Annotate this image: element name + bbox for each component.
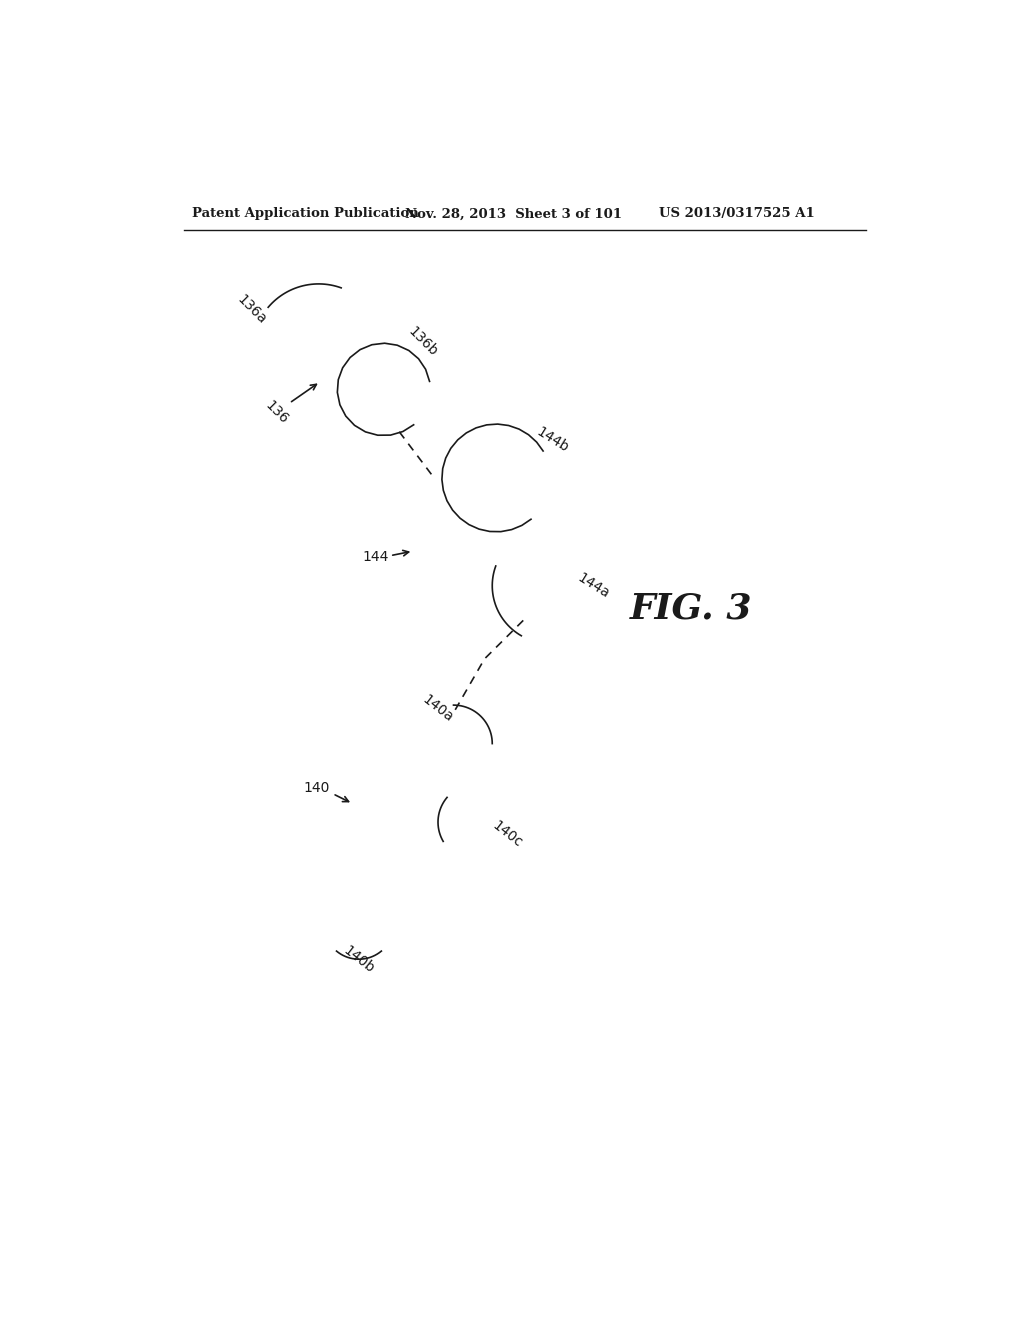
Ellipse shape bbox=[9, 346, 36, 384]
Text: 136a: 136a bbox=[234, 292, 269, 326]
Bar bbox=[0, 347, 38, 421]
Text: 144b: 144b bbox=[535, 424, 571, 454]
Text: 140c: 140c bbox=[490, 818, 525, 850]
Text: 144: 144 bbox=[362, 550, 389, 564]
Ellipse shape bbox=[91, 289, 105, 305]
Text: 144a: 144a bbox=[574, 570, 611, 601]
Ellipse shape bbox=[0, 322, 53, 408]
Bar bbox=[25, 362, 52, 389]
Ellipse shape bbox=[10, 348, 37, 379]
Bar bbox=[90, 292, 103, 305]
Bar bbox=[0, 322, 49, 473]
Bar bbox=[6, 333, 35, 360]
Bar bbox=[71, 286, 108, 323]
Text: 136: 136 bbox=[262, 399, 291, 426]
Text: 136b: 136b bbox=[406, 325, 440, 359]
Text: FIG. 3: FIG. 3 bbox=[630, 591, 753, 626]
Ellipse shape bbox=[0, 354, 30, 426]
Ellipse shape bbox=[68, 297, 95, 327]
Text: 140a: 140a bbox=[420, 693, 456, 725]
Text: 140: 140 bbox=[304, 781, 331, 795]
Text: Patent Application Publication: Patent Application Publication bbox=[191, 207, 418, 220]
Bar bbox=[11, 298, 93, 378]
Text: 140b: 140b bbox=[341, 942, 377, 975]
Ellipse shape bbox=[87, 285, 110, 309]
Text: US 2013/0317525 A1: US 2013/0317525 A1 bbox=[658, 207, 815, 220]
Text: Nov. 28, 2013  Sheet 3 of 101: Nov. 28, 2013 Sheet 3 of 101 bbox=[406, 207, 623, 220]
Ellipse shape bbox=[0, 367, 16, 412]
Ellipse shape bbox=[0, 329, 48, 401]
